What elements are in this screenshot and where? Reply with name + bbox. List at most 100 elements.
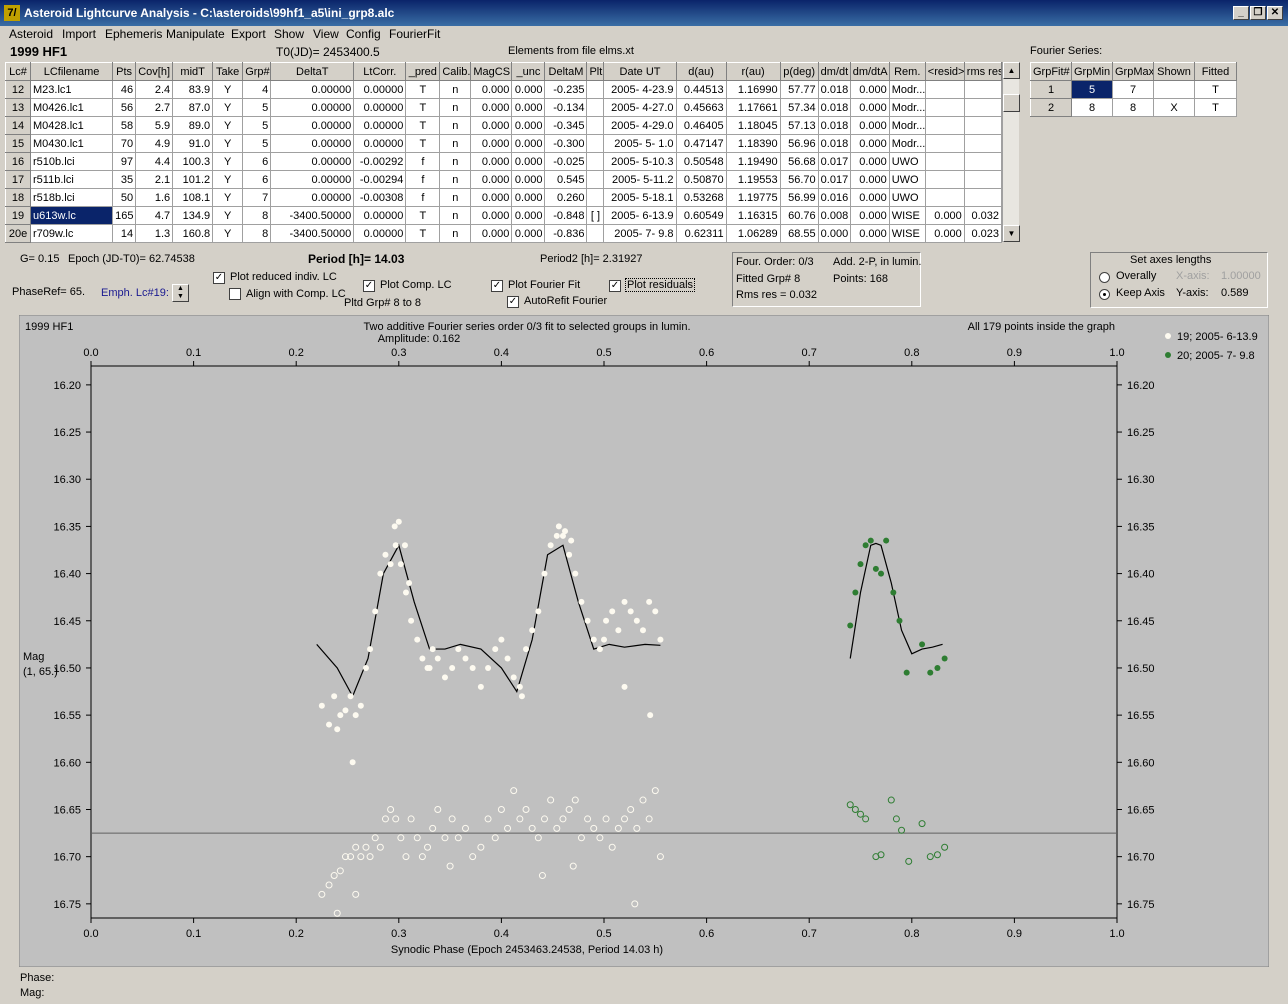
table-cell[interactable]: Y [212,188,244,207]
menu-view[interactable]: View [313,27,339,41]
table-cell[interactable]: 0.44513 [675,80,727,99]
plot-reduced-checkbox[interactable]: ✓ [213,272,225,284]
table-cell[interactable]: 8 [1112,98,1154,117]
table-cell[interactable]: n [439,80,472,99]
table-cell[interactable]: 0.000 [849,134,890,153]
table-cell[interactable]: 0.000 [924,224,965,243]
table-cell[interactable]: 0.00000 [270,170,355,189]
table-cell[interactable]: 108.1 [172,188,214,207]
table-cell[interactable]: 0.60549 [675,206,727,225]
table-cell[interactable]: 4.9 [135,134,174,153]
table-cell[interactable]: 0.00000 [270,134,355,153]
table-cell[interactable]: 60.76 [779,206,819,225]
column-header[interactable]: dm/dt [817,62,851,81]
column-header[interactable]: Pts [112,62,137,81]
table-cell[interactable] [924,134,965,153]
column-header[interactable]: GrpMin [1071,62,1113,81]
row-header[interactable]: 2 [1030,98,1072,117]
table-cell[interactable]: 97 [112,152,137,171]
table-cell[interactable]: Y [212,224,244,243]
table-cell[interactable]: 2005- 5-11.2 [603,170,677,189]
table-cell[interactable]: 83.9 [172,80,214,99]
column-header[interactable]: Plt [586,62,605,81]
column-header[interactable]: r(au) [725,62,781,81]
table-cell[interactable]: 5 [242,98,272,117]
table-cell[interactable]: 0.00000 [270,188,355,207]
table-cell[interactable] [924,80,965,99]
plot-comp-checkbox[interactable]: ✓ [363,280,375,292]
column-header[interactable]: DeltaT [270,62,355,81]
table-cell[interactable]: 14 [112,224,137,243]
column-header[interactable]: Cov[h] [135,62,174,81]
table-cell[interactable]: Y [212,98,244,117]
table-cell[interactable]: n [439,98,472,117]
table-cell[interactable]: 134.9 [172,206,214,225]
table-cell[interactable]: 70 [112,134,137,153]
table-cell[interactable]: 0.000 [924,206,965,225]
table-cell[interactable] [586,80,605,99]
table-cell[interactable]: 2005- 4-27.0 [603,98,677,117]
table-cell[interactable]: 1.18045 [725,116,781,135]
period-value[interactable]: Period [h]= 14.03 [308,252,405,266]
table-cell[interactable]: -0.00308 [353,188,407,207]
row-header[interactable]: 15 [4,134,32,153]
table-cell[interactable]: -3400.50000 [270,206,355,225]
table-cell[interactable]: Y [212,80,244,99]
table-cell[interactable]: 0.00000 [353,206,407,225]
table-cell[interactable]: -0.025 [544,152,588,171]
table-cell[interactable]: 5 [1071,80,1113,99]
table-cell[interactable]: 101.2 [172,170,214,189]
table-cell[interactable]: 0.018 [817,134,851,153]
table-cell[interactable]: 0.000 [470,188,513,207]
table-cell[interactable]: 0.000 [470,116,513,135]
table-cell[interactable]: 0.00000 [353,134,407,153]
menu-show[interactable]: Show [274,27,305,41]
table-cell[interactable]: 0.000 [511,188,546,207]
table-cell[interactable]: 0.000 [849,170,890,189]
table-cell[interactable]: T [1194,98,1237,117]
table-cell[interactable]: WISE [888,224,926,243]
table-cell[interactable]: Y [212,152,244,171]
table-cell[interactable]: WISE [888,206,926,225]
table-cell[interactable]: 0.53268 [675,188,727,207]
table-cell[interactable] [963,170,1003,189]
table-cell[interactable]: UWO [888,188,926,207]
column-header[interactable]: DeltaM [544,62,588,81]
table-cell[interactable]: Modr... [888,80,926,99]
table-cell[interactable]: 56.96 [779,134,819,153]
table-cell[interactable]: 2005- 4-23.9 [603,80,677,99]
table-cell[interactable] [924,116,965,135]
table-cell[interactable]: 58 [112,116,137,135]
table-cell[interactable]: 0.017 [817,152,851,171]
column-header[interactable]: <resid> [924,62,965,81]
table-cell[interactable]: 56.68 [779,152,819,171]
table-cell[interactable] [963,134,1003,153]
table-cell[interactable]: M0430.lc1 [30,134,114,153]
menu-config[interactable]: Config [346,27,381,41]
table-cell[interactable]: -0.134 [544,98,588,117]
table-cell[interactable]: 2005- 6-13.9 [603,206,677,225]
table-cell[interactable] [924,170,965,189]
table-row[interactable]: 19 u613w.lc 165 4.7 134.9 Y 8 -3400.50000 0.0000… [4,206,1003,225]
table-cell[interactable]: 0.000 [511,170,546,189]
table-cell[interactable]: Y [212,134,244,153]
table-cell[interactable]: 8 [242,206,272,225]
table-cell[interactable]: 0.00000 [270,116,355,135]
table-cell[interactable]: 1.19775 [725,188,781,207]
column-header[interactable]: GrpMax [1112,62,1154,81]
scroll-down-icon[interactable]: ▼ [1003,225,1020,242]
table-cell[interactable]: T [405,134,441,153]
overally-radio[interactable] [1099,272,1110,283]
table-cell[interactable]: n [439,134,472,153]
table-cell[interactable]: 35 [112,170,137,189]
table-cell[interactable]: Modr... [888,134,926,153]
table-row[interactable]: 16 r510b.lci 97 4.4 100.3 Y 6 0.00000 -0.00292 f n… [4,152,1003,171]
close-button[interactable]: ✕ [1267,6,1283,20]
table-cell[interactable]: r518b.lci [30,188,114,207]
table-row[interactable]: 20e r709w.lc 14 1.3 160.8 Y 8 -3400.50000 0.0000… [4,224,1003,243]
table-cell[interactable]: Modr... [888,98,926,117]
table-cell[interactable]: 8 [1071,98,1113,117]
